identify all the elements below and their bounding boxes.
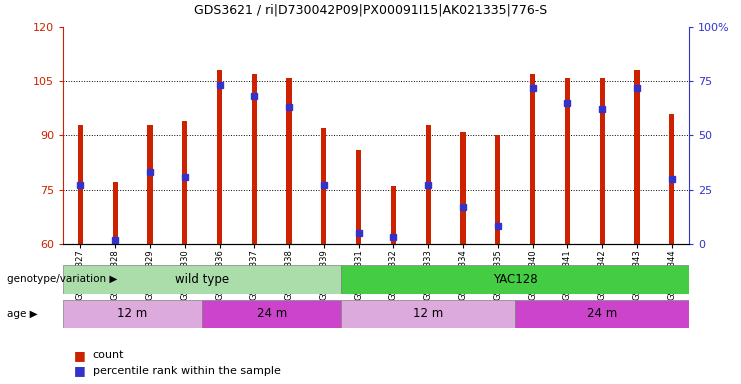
Text: ■: ■	[74, 364, 86, 377]
Text: wild type: wild type	[175, 273, 229, 286]
Text: YAC128: YAC128	[493, 273, 537, 286]
Bar	[356, 150, 362, 244]
Bar	[495, 136, 500, 244]
Bar	[322, 128, 327, 244]
Bar	[599, 78, 605, 244]
Bar	[63, 265, 342, 294]
Bar	[342, 300, 515, 328]
Bar	[634, 70, 639, 244]
Text: count: count	[93, 350, 124, 360]
Bar	[342, 265, 689, 294]
Bar	[530, 74, 535, 244]
Bar	[425, 124, 431, 244]
Bar	[391, 186, 396, 244]
Text: 12 m: 12 m	[117, 308, 147, 320]
Bar	[252, 74, 257, 244]
Text: ■: ■	[74, 349, 86, 362]
Text: 24 m: 24 m	[256, 308, 287, 320]
Bar	[202, 300, 342, 328]
Bar	[113, 182, 118, 244]
Bar	[78, 124, 83, 244]
Bar	[63, 300, 202, 328]
Bar	[182, 121, 187, 244]
Text: age ▶: age ▶	[7, 309, 38, 319]
Bar	[669, 114, 674, 244]
Bar	[565, 78, 570, 244]
Bar	[147, 124, 153, 244]
Text: 12 m: 12 m	[413, 308, 443, 320]
Bar	[515, 300, 689, 328]
Text: GDS3621 / ri|D730042P09|PX00091I15|AK021335|776-S: GDS3621 / ri|D730042P09|PX00091I15|AK021…	[194, 4, 547, 17]
Text: 24 m: 24 m	[587, 308, 617, 320]
Text: genotype/variation ▶: genotype/variation ▶	[7, 274, 118, 285]
Bar	[460, 132, 465, 244]
Bar	[287, 78, 292, 244]
Text: percentile rank within the sample: percentile rank within the sample	[93, 366, 281, 376]
Bar	[217, 70, 222, 244]
